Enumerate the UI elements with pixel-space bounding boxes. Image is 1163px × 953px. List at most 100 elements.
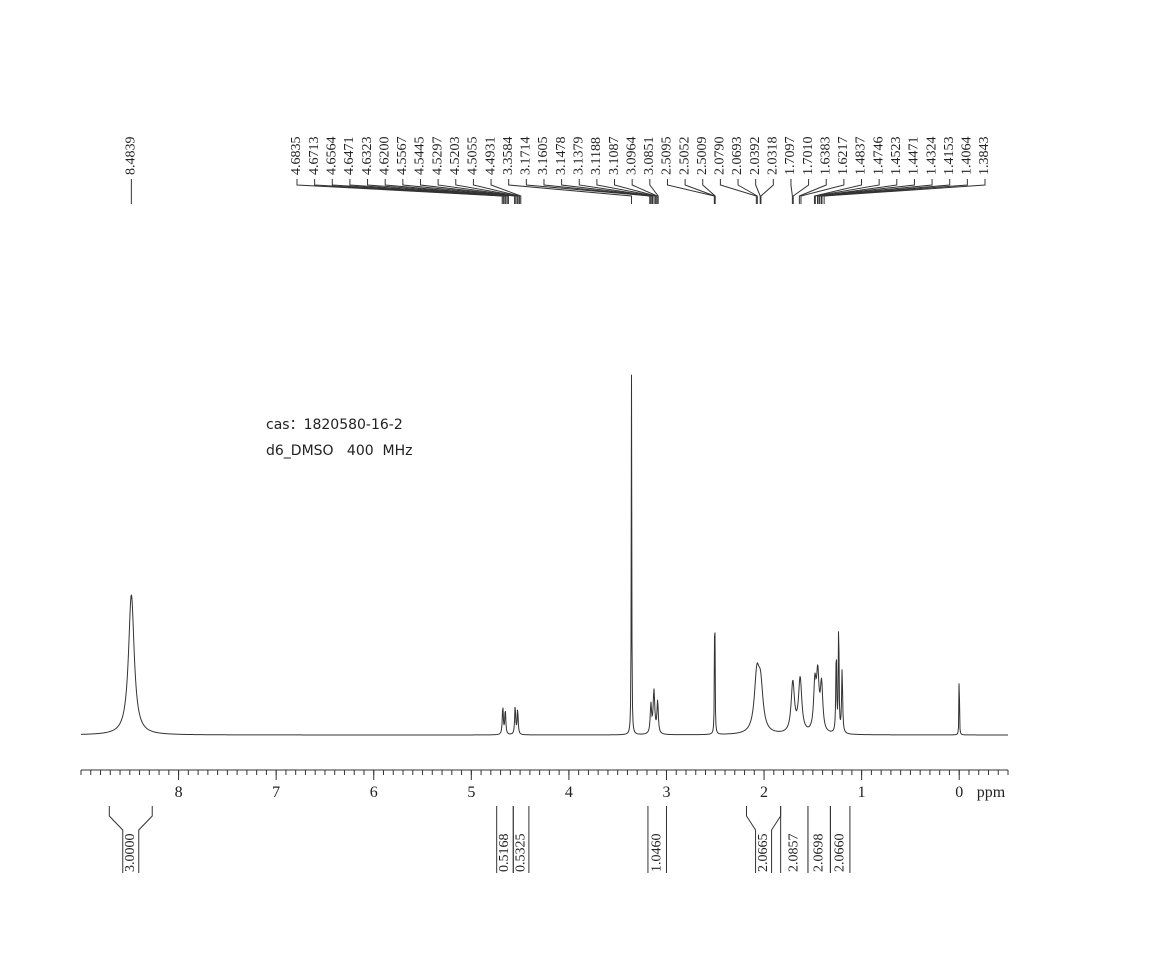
peak-leader — [818, 179, 933, 204]
peak-leader — [543, 179, 652, 204]
integral-label: 2.0857 — [787, 834, 802, 873]
peak-label: 1.7010 — [801, 137, 816, 176]
peak-label: 1.6383 — [818, 137, 833, 176]
peak-label: 2.0693 — [730, 137, 745, 176]
peak-label: 1.3843 — [977, 137, 992, 176]
peak-label: 1.4471 — [907, 137, 922, 176]
peak-leader — [578, 179, 654, 204]
peak-label: 3.3584 — [501, 137, 516, 176]
peak-leader — [823, 179, 986, 204]
peak-leader — [490, 179, 522, 204]
peak-leader — [631, 179, 658, 204]
x-tick-label: 7 — [272, 784, 280, 801]
peak-leader — [719, 179, 757, 204]
peak-leader — [331, 179, 506, 204]
peak-label: 4.6564 — [325, 137, 340, 176]
x-tick-label: 0 — [955, 784, 963, 801]
x-tick-label: 6 — [370, 784, 378, 801]
peak-label: 4.6471 — [342, 137, 357, 176]
x-axis-label: ppm — [977, 784, 1006, 801]
x-tick-label: 5 — [467, 784, 475, 801]
peak-leader — [296, 179, 503, 204]
integral-bracket — [745, 806, 757, 873]
integral-label: 0.5168 — [497, 834, 512, 873]
peak-leader — [349, 179, 507, 204]
peak-leader — [367, 179, 508, 204]
peak-label: 4.4931 — [483, 137, 498, 176]
integral-bracket — [108, 806, 124, 873]
peak-label: 8.4839 — [124, 137, 139, 176]
peak-label: 3.1087 — [607, 137, 622, 176]
peak-leader — [702, 179, 716, 204]
peak-leader — [755, 179, 761, 204]
peak-label: 4.5297 — [430, 137, 445, 176]
x-tick-label: 8 — [175, 784, 183, 801]
integral-bracket — [771, 806, 782, 873]
peak-leader — [792, 179, 810, 204]
peak-leader — [561, 179, 653, 204]
peak-leader — [760, 179, 774, 204]
peak-label: 1.4153 — [942, 137, 957, 176]
peak-label: 2.0790 — [713, 137, 728, 176]
peak-label: 1.4324 — [924, 137, 939, 176]
peak-leader — [437, 179, 518, 204]
peak-leader — [472, 179, 521, 204]
peak-leader — [817, 179, 915, 204]
peak-label: 3.1188 — [589, 137, 604, 175]
peak-label: 2.0392 — [748, 137, 763, 176]
peak-label: 2.5009 — [695, 137, 710, 176]
peak-leader — [596, 179, 656, 204]
integral-label: 0.5325 — [513, 834, 528, 873]
peak-leader — [821, 179, 968, 204]
peak-label: 1.4746 — [871, 137, 886, 176]
peak-leader — [790, 179, 793, 204]
peak-label: 1.4837 — [854, 137, 869, 176]
peak-label: 4.6835 — [289, 137, 304, 176]
peak-label: 4.5203 — [448, 137, 463, 176]
integral-label: 2.0660 — [832, 834, 847, 873]
integral-label: 3.0000 — [123, 834, 138, 873]
peak-label: 4.5055 — [466, 137, 481, 176]
spectrum — [80, 374, 1008, 736]
peak-leader — [666, 179, 715, 204]
peak-label: 4.5567 — [395, 137, 410, 176]
x-tick-label: 2 — [760, 784, 768, 801]
peak-label: 1.4523 — [889, 137, 904, 176]
peak-leader — [813, 179, 863, 204]
peak-leader — [525, 179, 651, 204]
peak-label: 1.6217 — [836, 137, 851, 176]
x-tick-label: 3 — [662, 784, 670, 801]
integral-bracket — [138, 806, 153, 873]
peak-leader — [402, 179, 516, 204]
peak-label: 3.0964 — [624, 137, 639, 176]
peak-leader — [649, 179, 659, 204]
peak-leader — [314, 179, 504, 204]
peak-label: 1.4064 — [960, 137, 975, 176]
peak-label: 3.1714 — [519, 137, 534, 176]
annotation: cas：1820580-16-2 — [266, 417, 403, 433]
peak-leader — [419, 179, 517, 204]
integral-label: 2.0665 — [756, 834, 771, 873]
peak-leader — [814, 179, 880, 204]
peak-leader — [384, 179, 509, 204]
peak-leader — [737, 179, 758, 204]
peak-leader — [820, 179, 951, 204]
peak-label: 4.6200 — [377, 137, 392, 176]
peak-leader — [798, 179, 827, 204]
annotation: d6_DMSO 400 MHz — [266, 443, 413, 459]
x-tick-label: 4 — [565, 784, 573, 801]
peak-label: 4.6713 — [307, 137, 322, 176]
peak-leader — [455, 179, 519, 204]
peak-label: 3.1478 — [554, 137, 569, 176]
peak-leader — [816, 179, 898, 204]
peak-label: 1.7097 — [783, 137, 798, 176]
peak-label: 2.5052 — [677, 137, 692, 176]
peak-label: 2.0318 — [766, 137, 781, 176]
peak-leader — [508, 179, 633, 204]
peak-leader — [800, 179, 845, 204]
peak-leader — [614, 179, 657, 204]
peak-label: 3.1605 — [536, 137, 551, 176]
peak-label: 4.6323 — [360, 137, 375, 176]
integral-label: 1.0460 — [649, 834, 664, 873]
